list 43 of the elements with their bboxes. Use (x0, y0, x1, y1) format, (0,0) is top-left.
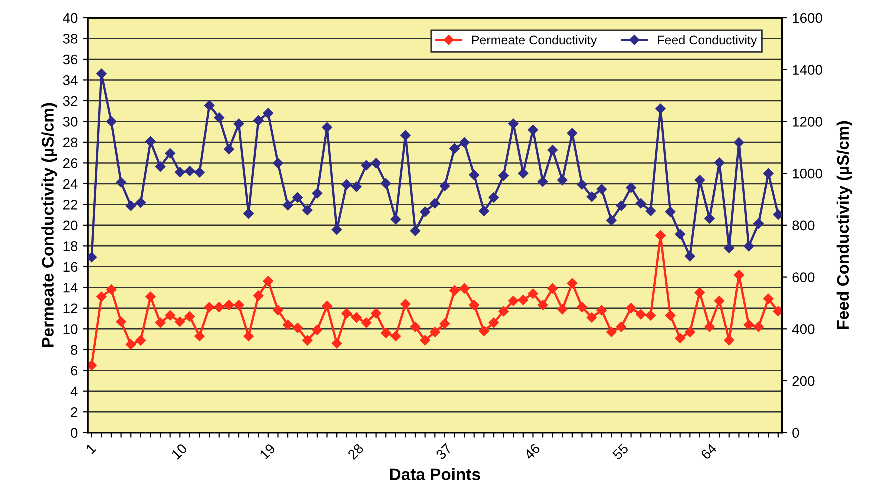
y2-tick-label: 0 (792, 428, 800, 438)
y-tick-label: 4 (70, 386, 78, 396)
y-tick-label: 32 (63, 96, 78, 106)
x-axis-title: Data Points (390, 468, 480, 480)
x-tick-label: 19 (259, 443, 276, 460)
x-tick-label: 1 (86, 443, 97, 454)
y-tick-label: 0 (71, 428, 78, 438)
y-tick-label: 20 (63, 220, 78, 231)
y-tick-label: 28 (63, 138, 78, 148)
y2-axis-title: Feed Conductivity (µS/cm) (836, 121, 852, 330)
y-tick-label: 38 (63, 34, 78, 44)
y-tick-label: 10 (64, 324, 78, 334)
y-tick-label: 18 (64, 242, 78, 252)
y2-tick-label: 1200 (793, 117, 822, 127)
y-tick-label: 30 (63, 117, 78, 127)
y2-tick-label: 200 (792, 376, 815, 386)
y-tick-label: 14 (64, 283, 78, 293)
y-tick-label: 34 (63, 76, 78, 86)
y-tick-label: 36 (63, 54, 78, 65)
legend-label: Permeate Conductivity (472, 35, 598, 48)
x-tick-label: 28 (347, 443, 364, 460)
y-tick-label: 22 (63, 200, 78, 210)
y2-tick-label: 400 (792, 324, 815, 334)
y-tick-label: 16 (64, 262, 78, 272)
y-tick-label: 6 (71, 366, 78, 376)
x-tick-label: 46 (524, 443, 541, 460)
y2-tick-label: 1000 (793, 168, 822, 179)
y-tick-label: 12 (64, 304, 78, 314)
legend-label: Feed Conductivity (658, 35, 758, 48)
y-tick-label: 2 (71, 407, 78, 418)
x-tick-label: 37 (436, 443, 453, 460)
x-tick-label: 10 (171, 443, 188, 460)
y-tick-label: 40 (63, 13, 78, 24)
y2-tick-label: 800 (792, 220, 815, 231)
x-tick-label: 64 (700, 443, 718, 460)
y-tick-label: 8 (71, 345, 78, 356)
y-tick-label: 26 (63, 158, 78, 168)
y2-tick-label: 1600 (793, 13, 822, 24)
y2-tick-label: 600 (792, 272, 815, 282)
x-tick-label: 55 (612, 443, 630, 460)
y-tick-label: 24 (63, 179, 78, 189)
y-axis-title: Permeate Conductivity (µS/cm) (42, 103, 58, 348)
y2-tick-label: 1400 (793, 65, 822, 76)
